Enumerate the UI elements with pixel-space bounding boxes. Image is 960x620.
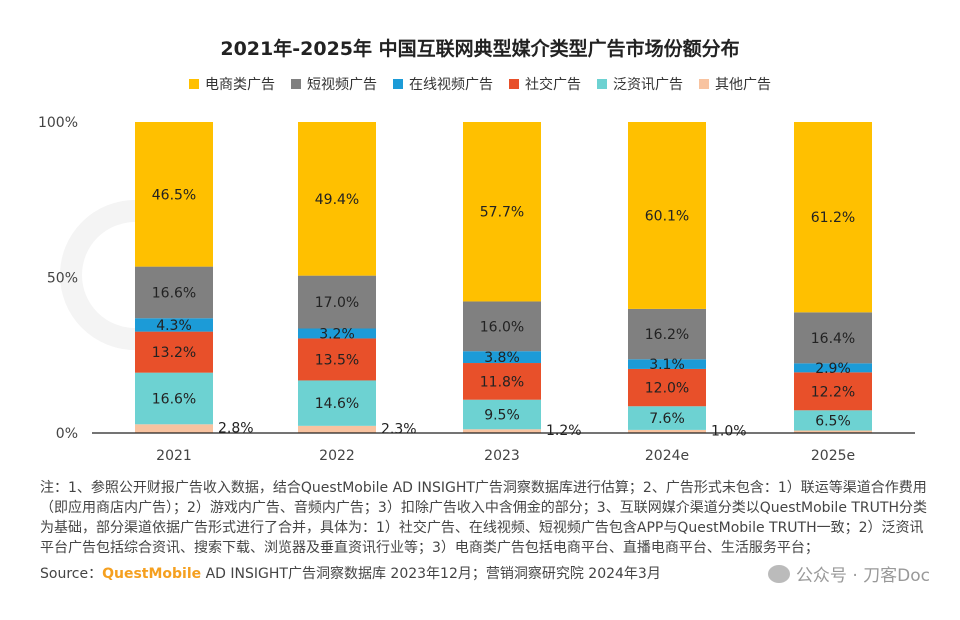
- bar-segment: [463, 429, 541, 433]
- x-tick-label: 2023: [484, 448, 520, 464]
- legend-item: 短视频广告: [291, 74, 377, 94]
- data-label: 6.5%: [815, 413, 851, 429]
- bar-segment: [794, 410, 872, 431]
- legend-item: 在线视频广告: [393, 74, 493, 94]
- legend-swatch: [189, 79, 199, 89]
- bar-segment: [628, 359, 706, 369]
- data-label: 1.0%: [711, 423, 747, 439]
- data-label: 16.0%: [480, 319, 524, 335]
- x-tick-label: 2021: [156, 448, 192, 464]
- source-text: AD INSIGHT广告洞察数据库 2023年12月；营销洞察研究院 2024年…: [201, 565, 661, 582]
- chart-title: 2021年-2025年 中国互联网典型媒介类型广告市场份额分布: [220, 38, 740, 60]
- data-label: 49.4%: [315, 192, 359, 208]
- data-label: 13.2%: [152, 345, 196, 361]
- legend-label: 其他广告: [715, 77, 771, 93]
- bar-segment: [628, 308, 706, 360]
- bar-segment: [463, 122, 541, 302]
- bar-segment: [463, 399, 541, 430]
- data-label: 9.5%: [484, 407, 520, 423]
- legend-label: 电商类广告: [205, 77, 275, 93]
- legend-item: 其他广告: [699, 74, 771, 94]
- footer: 注：1、参照公开财报广告收入数据，结合QuestMobile AD INSIGH…: [40, 478, 930, 586]
- source-line: Source：QuestMobile AD INSIGHT广告洞察数据库 202…: [40, 564, 661, 584]
- bar-segment: [135, 424, 213, 433]
- data-label: 14.6%: [315, 396, 359, 412]
- legend-swatch: [393, 79, 403, 89]
- data-label: 4.3%: [156, 318, 192, 334]
- data-label: 61.2%: [811, 210, 855, 226]
- bar-segment: [135, 318, 213, 332]
- data-label: 17.0%: [315, 295, 359, 311]
- bar-segment: [463, 363, 541, 400]
- source-prefix: Source：: [40, 565, 103, 582]
- bar-segment: [135, 266, 213, 319]
- data-label: 12.2%: [811, 384, 855, 400]
- y-tick-label: 100%: [38, 115, 78, 131]
- bar-segment: [135, 122, 213, 267]
- legend-swatch: [597, 79, 607, 89]
- x-tick-label: 2022: [319, 448, 355, 464]
- chart: 0% 50% 100% 2.8% 16.6% 13.2% 4.3% 16.6% 46.5% 202…: [38, 115, 915, 464]
- legend: 电商类广告 短视频广告 在线视频广告 社交广告 泛资讯广告 其他广告: [0, 74, 960, 94]
- legend-item: 社交广告: [509, 74, 581, 94]
- bar-segment: [298, 275, 376, 329]
- bar-segment: [794, 122, 872, 313]
- bar-segment: [135, 372, 213, 425]
- bar-segment: [298, 328, 376, 339]
- data-label: 16.6%: [152, 285, 196, 301]
- legend-label: 在线视频广告: [409, 77, 493, 93]
- bar-segment: [794, 363, 872, 373]
- data-label: 16.4%: [811, 331, 855, 347]
- data-label: 2.8%: [218, 421, 254, 437]
- legend-swatch: [291, 79, 301, 89]
- data-label: 3.1%: [649, 357, 685, 373]
- x-tick-label: 2025e: [811, 448, 855, 464]
- data-label: 2.9%: [815, 361, 851, 377]
- bar-segment: [463, 351, 541, 364]
- bar-segment: [628, 429, 706, 433]
- bar-segment: [298, 425, 376, 433]
- legend-item: 泛资讯广告: [597, 74, 683, 94]
- data-label: 13.5%: [315, 352, 359, 368]
- source-brand: QuestMobile: [102, 565, 202, 582]
- data-label: 2.3%: [381, 421, 417, 437]
- bar-segment: [794, 430, 872, 433]
- legend-swatch: [509, 79, 519, 89]
- legend-item: 电商类广告: [189, 74, 275, 94]
- data-label: 46.5%: [152, 187, 196, 203]
- wechat-icon: [767, 564, 790, 583]
- bar-segment: [628, 368, 706, 407]
- legend-label: 泛资讯广告: [613, 77, 683, 93]
- bar-segment: [794, 312, 872, 364]
- data-label: 3.2%: [319, 326, 355, 342]
- wechat-text: 公众号 · 刀客Doc: [795, 566, 930, 586]
- bar-segment: [463, 301, 541, 352]
- data-label: 57.7%: [480, 205, 524, 221]
- bar-segment: [794, 372, 872, 411]
- x-tick-label: 2024e: [645, 448, 689, 464]
- data-label: 3.8%: [484, 350, 520, 366]
- data-label: 60.1%: [645, 208, 689, 224]
- bar-segment: [628, 122, 706, 309]
- bar-segment: [135, 331, 213, 373]
- data-label: 12.0%: [645, 381, 689, 397]
- legend-label: 短视频广告: [307, 77, 377, 93]
- wechat-watermark: 公众号 · 刀客Doc: [767, 561, 930, 586]
- data-label: 11.8%: [480, 374, 524, 390]
- legend-label: 社交广告: [525, 77, 581, 93]
- data-label: 1.2%: [546, 423, 582, 439]
- y-tick-label: 50%: [47, 271, 78, 287]
- bar-segment: [298, 122, 376, 276]
- data-label: 16.2%: [645, 327, 689, 343]
- data-label: 7.6%: [649, 411, 685, 427]
- legend-swatch: [699, 79, 709, 89]
- bar-segment: [298, 380, 376, 426]
- bar-segment: [298, 338, 376, 381]
- data-label: 16.6%: [152, 391, 196, 407]
- y-tick-label: 0%: [56, 426, 78, 442]
- footer-row: Source：QuestMobile AD INSIGHT广告洞察数据库 202…: [40, 561, 930, 586]
- footnote: 注：1、参照公开财报广告收入数据，结合QuestMobile AD INSIGH…: [40, 480, 927, 556]
- bar-segment: [628, 406, 706, 430]
